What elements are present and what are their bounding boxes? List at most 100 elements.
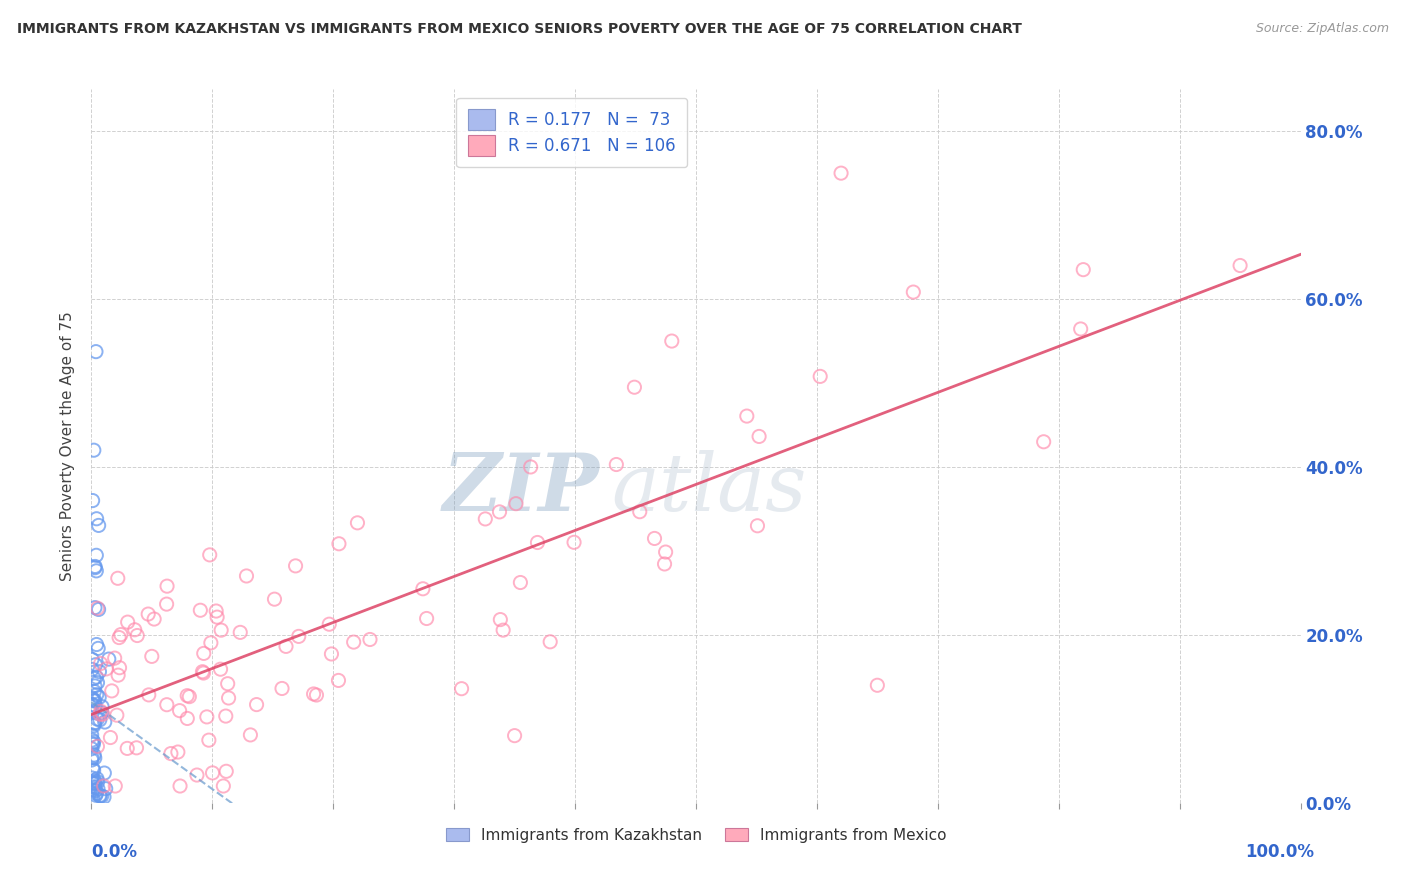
Point <box>89 707 111 722</box>
Point <box>808 369 831 384</box>
Point <box>84 788 107 802</box>
Point <box>343 635 366 649</box>
Point <box>100 684 122 698</box>
Point <box>82 776 104 790</box>
Point <box>1071 262 1094 277</box>
Point <box>93 714 115 729</box>
Point <box>474 512 496 526</box>
Point <box>90 789 112 803</box>
Point <box>80 753 103 767</box>
Point <box>415 611 437 625</box>
Point <box>488 505 510 519</box>
Point <box>82 733 104 747</box>
Point <box>89 665 111 679</box>
Point <box>346 516 368 530</box>
Point <box>127 628 149 642</box>
Point <box>80 741 103 756</box>
Point <box>100 731 122 745</box>
Point <box>86 774 108 789</box>
Point <box>209 623 232 637</box>
Point <box>93 779 115 793</box>
Point <box>156 698 179 712</box>
Point <box>215 709 238 723</box>
Point <box>143 612 166 626</box>
Point <box>83 694 105 708</box>
Point <box>87 641 110 656</box>
Point <box>86 638 108 652</box>
Point <box>86 739 108 754</box>
Point <box>86 564 108 578</box>
Point <box>138 688 160 702</box>
Point <box>82 698 104 712</box>
Point <box>80 771 103 785</box>
Point <box>136 607 159 621</box>
Point <box>86 786 108 800</box>
Point <box>117 615 139 629</box>
Point <box>562 535 585 549</box>
Point <box>305 688 328 702</box>
Point <box>644 532 666 546</box>
Point <box>86 670 108 684</box>
Point <box>83 747 105 762</box>
Point <box>245 698 267 712</box>
Point <box>83 764 105 778</box>
Point <box>91 699 114 714</box>
Point <box>195 710 218 724</box>
Point <box>412 582 434 596</box>
Point <box>489 613 512 627</box>
Point <box>328 537 350 551</box>
Point <box>830 166 852 180</box>
Point <box>205 604 228 618</box>
Point <box>1032 434 1054 449</box>
Point <box>84 344 107 359</box>
Point <box>86 712 108 726</box>
Point <box>82 777 104 791</box>
Point <box>83 782 105 797</box>
Point <box>94 781 117 796</box>
Text: 0.0%: 0.0% <box>91 843 138 861</box>
Point <box>84 784 107 798</box>
Point <box>538 635 561 649</box>
Point <box>82 792 104 806</box>
Point <box>87 781 110 796</box>
Point <box>84 600 107 615</box>
Point <box>83 780 105 794</box>
Point <box>287 629 309 643</box>
Point <box>284 558 307 573</box>
Point <box>200 636 222 650</box>
Point <box>735 409 758 423</box>
Point <box>82 692 104 706</box>
Point <box>125 740 148 755</box>
Text: atlas: atlas <box>612 450 807 527</box>
Point <box>93 766 115 780</box>
Point <box>321 647 343 661</box>
Point <box>654 545 676 559</box>
Point <box>903 285 925 299</box>
Point <box>661 334 683 348</box>
Point <box>519 459 541 474</box>
Point <box>83 735 105 749</box>
Point <box>110 627 132 641</box>
Point <box>218 690 240 705</box>
Point <box>84 559 107 574</box>
Point <box>82 705 104 719</box>
Point <box>83 672 105 686</box>
Point <box>87 602 110 616</box>
Point <box>83 716 105 731</box>
Point <box>83 773 105 788</box>
Point <box>90 657 112 671</box>
Point <box>87 518 110 533</box>
Point <box>176 689 198 703</box>
Point <box>229 625 252 640</box>
Point <box>83 751 105 765</box>
Point <box>86 772 108 786</box>
Point <box>80 751 103 765</box>
Point <box>107 571 129 585</box>
Legend: Immigrants from Kazakhstan, Immigrants from Mexico: Immigrants from Kazakhstan, Immigrants f… <box>440 822 952 848</box>
Point <box>83 684 105 698</box>
Point <box>748 429 770 443</box>
Point <box>179 690 201 704</box>
Point <box>124 623 146 637</box>
Point <box>83 719 105 733</box>
Point <box>97 652 120 666</box>
